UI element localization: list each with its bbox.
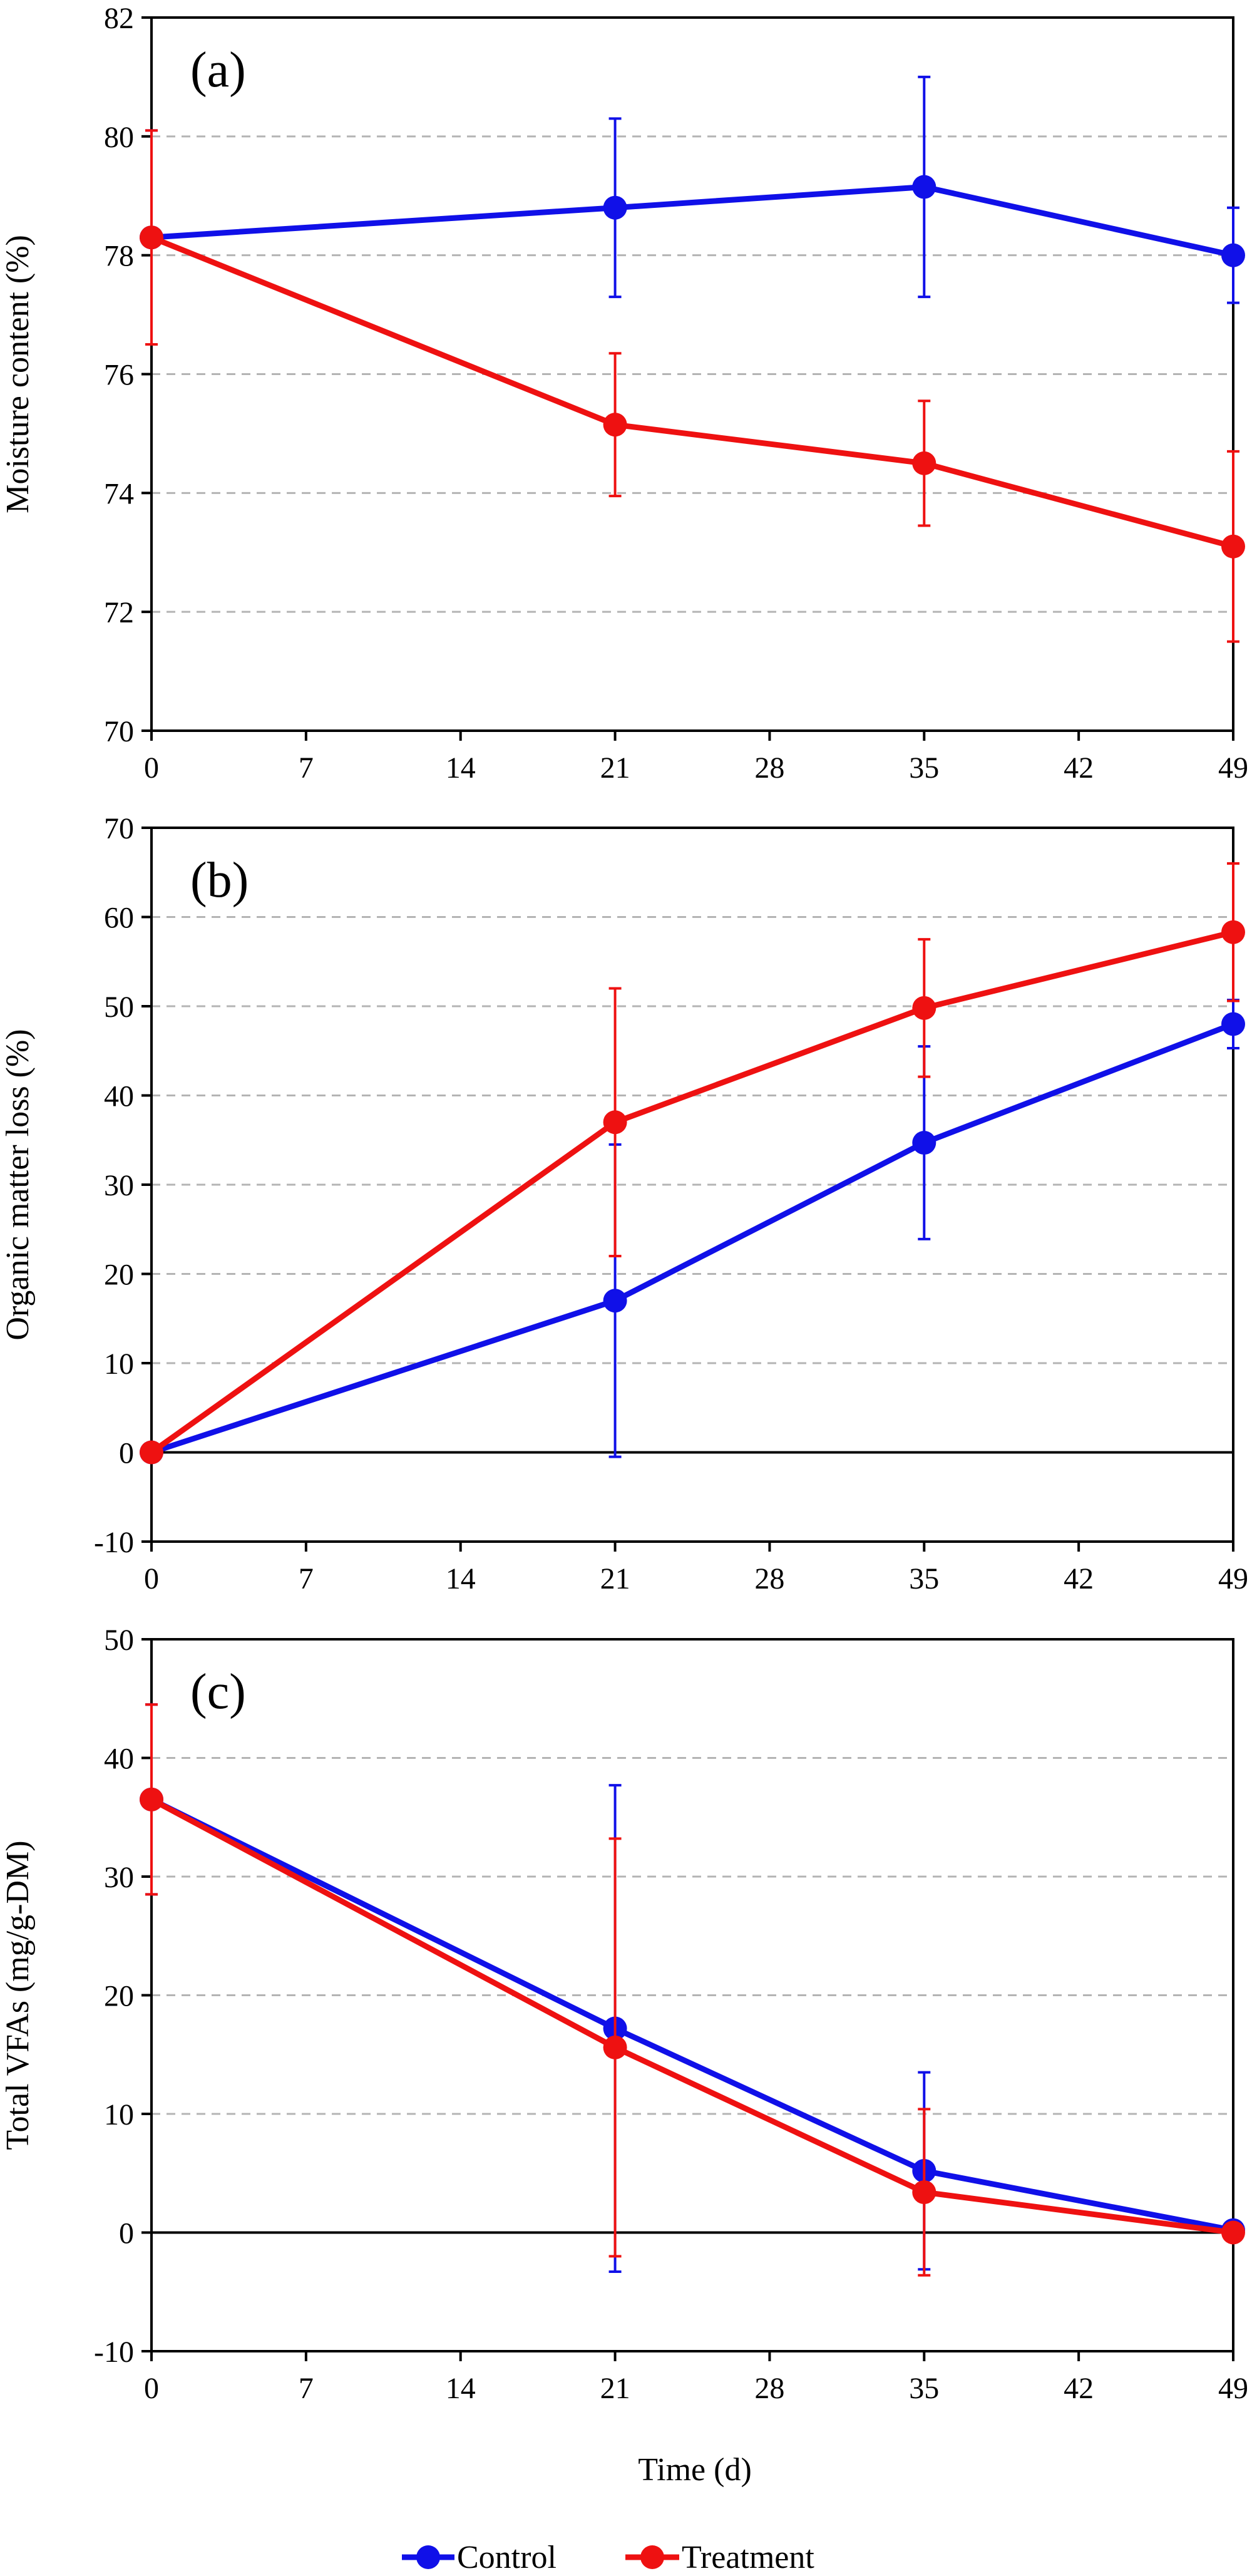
- y-tick-label: 20: [104, 1259, 134, 1292]
- series-control: [140, 1703, 1245, 2274]
- x-tick-label: 28: [754, 751, 784, 785]
- x-tick-label: 7: [299, 1562, 314, 1595]
- x-tick-label: 14: [446, 2372, 476, 2405]
- data-point: [140, 225, 163, 250]
- x-tick-label: 28: [754, 1562, 784, 1595]
- panel-3: -10 0 10 20 30 40 50 0 7 14 21 28 35 42 49 (c) Total VFA…: [0, 1624, 1248, 2405]
- data-point: [1221, 920, 1245, 944]
- y-axis-title: Total VFAs (mg/g-DM): [0, 1840, 36, 2150]
- x-tick-label: 0: [144, 751, 159, 785]
- y-tick-label: 72: [104, 596, 134, 629]
- data-point: [1221, 243, 1245, 267]
- legend-control-label: Control: [457, 2540, 557, 2575]
- data-point: [912, 2180, 936, 2205]
- data-point: [1221, 2220, 1245, 2245]
- y-tick-label: 40: [104, 1080, 134, 1113]
- legend: Control Treatment: [402, 2540, 814, 2575]
- y-tick-label: 50: [104, 1624, 134, 1657]
- y-tick-label: 10: [104, 1347, 134, 1381]
- x-tick-label: 21: [600, 2372, 630, 2405]
- panel-label: (b): [190, 853, 249, 908]
- data-point: [912, 451, 936, 475]
- x-tick-label: 7: [299, 751, 314, 785]
- y-tick-label: 20: [104, 1980, 134, 2013]
- x-axis-title: Time (d): [638, 2452, 752, 2488]
- x-tick-label: 0: [144, 1562, 159, 1595]
- x-tick-label: 14: [446, 751, 476, 785]
- series-treatment: [140, 129, 1245, 643]
- y-tick-label: 78: [104, 240, 134, 273]
- series-line: [150, 1021, 1234, 1455]
- y-tick-label: 10: [104, 2098, 134, 2131]
- data-point: [603, 413, 627, 437]
- series-line: [150, 1796, 1234, 2235]
- y-tick-label: 30: [104, 1169, 134, 1202]
- y-tick-label: 0: [119, 2217, 134, 2250]
- series-line: [150, 929, 1234, 1455]
- x-tick-label: 28: [754, 2372, 784, 2405]
- series-treatment: [140, 1703, 1245, 2277]
- x-tick-label: 42: [1064, 751, 1094, 785]
- x-tick-label: 49: [1218, 1562, 1248, 1595]
- y-tick-label: 0: [119, 1437, 134, 1470]
- panel-label: (c): [190, 1664, 246, 1719]
- y-tick-label: 50: [104, 991, 134, 1024]
- data-point: [603, 2035, 627, 2059]
- series-control: [140, 75, 1245, 346]
- y-tick-label: 82: [104, 2, 134, 35]
- x-tick-label: 35: [909, 751, 939, 785]
- data-point: [912, 175, 936, 199]
- y-tick-label: 60: [104, 902, 134, 935]
- data-point: [140, 1440, 163, 1465]
- x-tick-label: 7: [299, 2372, 314, 2405]
- legend-control-marker: [416, 2545, 440, 2569]
- data-point: [603, 195, 627, 220]
- data-point: [140, 1787, 163, 1811]
- x-tick-label: 35: [909, 1562, 939, 1595]
- x-tick-label: 49: [1218, 751, 1248, 785]
- x-tick-label: 21: [600, 751, 630, 785]
- x-tick-label: 49: [1218, 2372, 1248, 2405]
- panel-1: 70 72 74 76 78 80 82 0 7 14 21 28 35 42 49 (a) Moisture …: [0, 2, 1248, 785]
- series-line: [150, 1796, 1234, 2233]
- data-point: [1221, 1012, 1245, 1036]
- data-point: [603, 1110, 627, 1135]
- y-tick-label: 76: [104, 359, 134, 392]
- y-tick-label: 80: [104, 121, 134, 154]
- x-tick-label: 42: [1064, 1562, 1094, 1595]
- series-line: [151, 184, 1234, 259]
- panel-label: (a): [190, 43, 246, 98]
- series-control: [140, 999, 1245, 1465]
- y-tick-label: 74: [104, 477, 134, 510]
- legend-treatment-marker: [640, 2545, 664, 2569]
- x-tick-label: 35: [909, 2372, 939, 2405]
- y-tick-label: -10: [94, 2336, 134, 2369]
- y-tick-label: 70: [104, 812, 134, 845]
- panel-2: -10 0 10 20 30 40 50 60 70 0 7 14 21 28 35 42 49 (b) Organ…: [0, 812, 1248, 1595]
- x-tick-label: 14: [446, 1562, 476, 1595]
- series-treatment: [140, 862, 1245, 1465]
- x-tick-label: 21: [600, 1562, 630, 1595]
- data-point: [912, 1131, 936, 1155]
- data-point: [1221, 534, 1245, 559]
- x-tick-label: 0: [144, 2372, 159, 2405]
- legend-treatment-label: Treatment: [682, 2540, 814, 2575]
- y-tick-label: 40: [104, 1743, 134, 1776]
- y-tick-label: 30: [104, 1861, 134, 1894]
- y-axis-title: Organic matter loss (%): [0, 1029, 36, 1340]
- x-tick-label: 42: [1064, 2372, 1094, 2405]
- y-axis-title: Moisture content (%): [0, 235, 36, 513]
- data-point: [912, 996, 936, 1020]
- series-line: [150, 235, 1234, 550]
- y-tick-label: 70: [104, 715, 134, 748]
- data-point: [603, 1289, 627, 1313]
- y-tick-label: -10: [94, 1526, 134, 1559]
